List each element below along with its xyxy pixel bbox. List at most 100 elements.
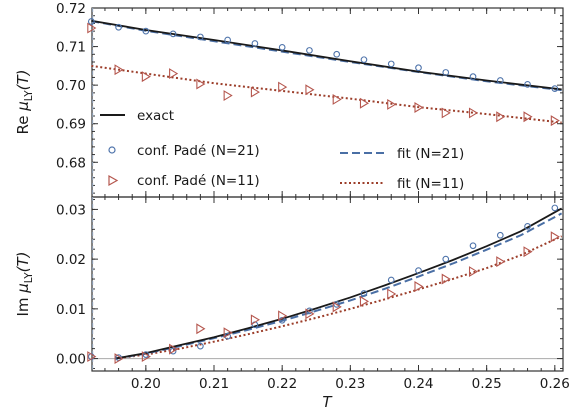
- im-series-conf-pad-n-11-point: [250, 314, 260, 326]
- im-series-conf-pad-n-11-point: [278, 310, 288, 322]
- x-tick-label: 0.22: [267, 376, 297, 392]
- re-y-axis-title-subscript: LY: [23, 90, 35, 101]
- im-series-conf-pad-n-21-point: [469, 242, 477, 250]
- im-series-conf-pad-n-11-point: [223, 327, 233, 339]
- re-series-conf-pad-n-11-point: [305, 84, 315, 96]
- legend-item-pade-11: conf. Padé (N=11): [108, 173, 260, 189]
- re-series-conf-pad-n-21-point: [87, 18, 95, 25]
- im-y-tick-label: 0.02: [56, 252, 86, 268]
- legend-label-pade-21: conf. Padé (N=21): [137, 143, 260, 159]
- legend-item-pade-21: conf. Padé (N=21): [108, 143, 260, 159]
- re-series-conf-pad-n-21-point: [387, 60, 395, 68]
- re-y-axis-title-symbol: μ: [14, 101, 32, 112]
- re-series-conf-pad-n-21-point: [442, 69, 450, 76]
- im-panel-frame: [91, 196, 564, 372]
- re-series-conf-pad-n-11-point: [332, 93, 342, 105]
- re-series-conf-pad-n-21-point: [360, 56, 368, 64]
- re-series-conf-pad-n-21-point: [333, 50, 341, 58]
- re-series: [87, 18, 562, 127]
- im-series-conf-pad-n-11-point: [87, 351, 97, 363]
- im-series-conf-pad-n-21-point: [306, 307, 313, 315]
- im-series-conf-pad-n-21-point: [415, 267, 422, 274]
- re-series-conf-pad-n-11-point: [196, 78, 206, 90]
- x-tick-label: 0.25: [472, 376, 502, 392]
- im-y-tick-label: 0.00: [56, 352, 86, 368]
- re-y-tick-label: 0.68: [56, 155, 86, 171]
- re-series-conf-pad-n-21-point: [169, 30, 177, 38]
- re-series-conf-pad-n-11-point: [550, 115, 560, 127]
- re-y-axis-title-argument: (T): [14, 69, 32, 90]
- re-series-conf-pad-n-21-point: [197, 33, 204, 41]
- im-series-conf-pad-n-21-point: [142, 351, 150, 358]
- re-series-conf-pad-n-11-point: [87, 22, 97, 34]
- im-series-conf-pad-n-21-point: [169, 347, 177, 355]
- im-y-axis-ticks: 0.00 0.01 0.02 0.03: [56, 198, 563, 370]
- im-series-conf-pad-n-11-point: [550, 231, 560, 243]
- im-series-conf-pad-n-21-point: [333, 301, 341, 308]
- im-series-conf-pad-n-11-point: [196, 323, 206, 335]
- im-series-conf-pad-n-21-point: [360, 290, 368, 297]
- im-series-conf-pad-n-11-point: [141, 351, 151, 363]
- x-tick-label: 0.23: [335, 376, 365, 392]
- im-series-conf-pad-n-11-point: [169, 343, 179, 355]
- re-series-conf-pad-n-21-point: [415, 64, 422, 72]
- legend-label-exact: exact: [137, 108, 174, 124]
- im-panel: 0.00 0.01 0.02 0.03 0.20 0.21 0.22 0.23 0.24 0.2…: [14, 196, 570, 411]
- re-series-conf-pad-n-11-point: [250, 86, 260, 98]
- im-series-conf-pad-n-11-point: [387, 288, 397, 300]
- re-series-conf-pad-n-11-point: [359, 97, 370, 109]
- re-series-fit-n-11-line: [91, 64, 562, 124]
- im-series-conf-pad-n-21-point: [197, 342, 204, 350]
- x-axis-title: T: [322, 393, 333, 411]
- im-y-axis-title-subscript: LY: [23, 272, 35, 283]
- im-series-conf-pad-n-21-point: [442, 255, 450, 263]
- im-y-axis-title: Im μLY(T): [14, 251, 35, 316]
- re-series-conf-pad-n-21-point: [496, 77, 504, 84]
- legend-swatch-pade-21: [108, 146, 116, 154]
- legend-label-fit-11: fit (N=11): [397, 176, 464, 192]
- legend-item-fit-21: fit (N=21): [340, 146, 464, 162]
- re-series-conf-pad-n-11-point: [441, 107, 451, 119]
- re-series-conf-pad-n-11-point: [414, 102, 424, 113]
- re-series-conf-pad-n-21-point: [142, 27, 150, 35]
- re-series-conf-pad-n-11-point: [523, 111, 533, 123]
- im-y-axis-title-symbol: μ: [14, 283, 32, 294]
- re-y-tick-label: 0.71: [56, 40, 86, 56]
- x-tick-label: 0.24: [403, 376, 433, 392]
- im-series-conf-pad-n-21-point: [551, 204, 559, 212]
- im-series-conf-pad-n-21-point: [524, 222, 531, 230]
- re-y-axis-title: Re μLY(T): [14, 69, 35, 134]
- im-series-conf-pad-n-11-point: [305, 308, 315, 320]
- im-y-tick-label: 0.03: [56, 202, 86, 218]
- legend-item-exact: exact: [100, 108, 174, 124]
- im-series-conf-pad-n-11-point: [414, 281, 424, 292]
- im-y-axis-title-prefix: Im: [14, 293, 32, 317]
- re-series-conf-pad-n-11-point: [496, 111, 506, 123]
- re-series-conf-pad-n-21-point: [524, 81, 531, 88]
- re-y-tick-label: 0.70: [56, 78, 86, 94]
- x-tick-label: 0.21: [199, 376, 229, 392]
- im-y-tick-label: 0.01: [56, 302, 86, 318]
- re-y-tick-label: 0.69: [56, 117, 86, 133]
- im-series-conf-pad-n-11-point: [468, 266, 479, 278]
- re-y-axis-title-prefix: Re: [14, 111, 32, 135]
- re-y-tick-label: 0.72: [56, 1, 86, 17]
- im-y-axis-title-argument: (T): [14, 251, 32, 272]
- legend-label-pade-11: conf. Padé (N=11): [137, 173, 260, 189]
- re-series-conf-pad-n-11-point: [169, 68, 179, 80]
- re-series-conf-pad-n-11-point: [468, 107, 479, 119]
- re-series-conf-pad-n-11-point: [278, 81, 288, 93]
- re-series-conf-pad-n-11-point: [223, 90, 233, 102]
- re-series-conf-pad-n-11-point: [114, 64, 124, 76]
- x-tick-label: 0.20: [131, 376, 161, 392]
- im-x-axis-ticks: 0.20 0.21 0.22 0.23 0.24 0.25 0.26: [104, 197, 570, 392]
- im-series: [87, 204, 563, 365]
- im-series-conf-pad-n-11-point: [359, 295, 370, 307]
- re-series-conf-pad-n-11-point: [141, 71, 151, 83]
- legend: exact conf. Padé (N=21) conf. Padé (N=11…: [100, 108, 464, 192]
- re-series-conf-pad-n-21-point: [224, 36, 231, 44]
- re-series-conf-pad-n-21-point: [115, 23, 122, 31]
- legend-label-fit-21: fit (N=21): [397, 146, 464, 162]
